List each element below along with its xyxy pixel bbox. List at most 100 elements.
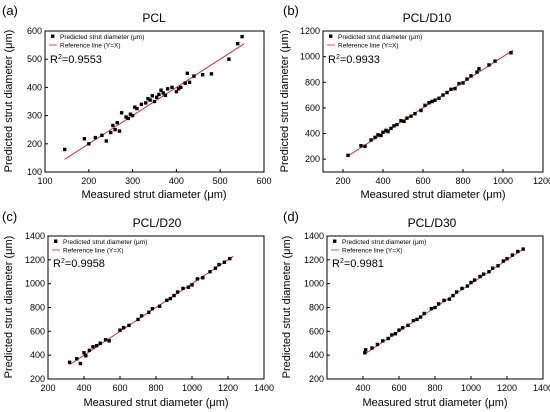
data-point (460, 286, 464, 291)
data-point (381, 339, 385, 343)
data-point (227, 57, 231, 61)
data-point (139, 314, 144, 318)
legend-b: Predicted strut diameter (μm) Reference … (327, 34, 422, 50)
panel-label-b: (b) (283, 3, 299, 18)
data-point (472, 278, 477, 282)
y-tick-label: 1000 (304, 279, 324, 289)
plot-frame-b (322, 30, 544, 173)
legend-label-reference-a: Reference line (Y=X) (60, 43, 121, 50)
x-tick-label: 800 (455, 176, 470, 186)
data-point (363, 144, 367, 149)
data-point (516, 249, 520, 254)
y-tick-label: 200 (305, 154, 320, 164)
x-tick-label: 1200 (533, 176, 550, 186)
data-point (228, 256, 232, 261)
data-point (454, 290, 459, 294)
data-point (91, 345, 95, 349)
data-point (364, 348, 368, 352)
data-point (208, 270, 212, 274)
data-point (427, 101, 431, 105)
data-point (111, 123, 115, 128)
y-tick-label: 1200 (304, 255, 324, 265)
data-point (209, 72, 214, 76)
panel-label-d: (d) (283, 209, 299, 224)
y-tick-label: 600 (27, 26, 42, 36)
data-point (442, 298, 446, 303)
x-axis-label-d: Measured strut diameter (μm) (362, 397, 507, 409)
r2-annotation-b: R2=0.9933 (328, 54, 380, 66)
data-point (419, 108, 423, 113)
ticks-layer-c: 200 400 600 800 1000 1200 1400 200 400 600 800 1000… (25, 231, 274, 393)
chart-title-c: PCL/D20 (133, 216, 182, 230)
legend-marker-d (333, 239, 337, 243)
data-point (100, 133, 104, 138)
x-tick-label: 300 (125, 176, 140, 186)
legend-label-predicted-a: Predicted strut diameter (μm) (60, 34, 144, 41)
points-layer-d (363, 247, 525, 355)
data-point (346, 153, 350, 158)
data-point (406, 323, 410, 328)
data-point (150, 306, 155, 311)
y-tick-label: 1200 (25, 255, 45, 265)
y-tick-label: 800 (30, 303, 45, 313)
data-point (119, 111, 124, 115)
data-point (381, 130, 385, 134)
y-tick-label: 200 (30, 374, 45, 384)
x-tick-label: 600 (256, 176, 271, 186)
data-point (185, 71, 190, 75)
data-point (165, 298, 169, 303)
data-point (63, 147, 67, 152)
panel-d: (d) PCL/D30 400 600 800 1000 1200 1400 200 400 6… (281, 209, 550, 409)
data-point (373, 135, 377, 140)
data-point (521, 247, 525, 251)
data-point (147, 310, 151, 314)
data-point (78, 361, 83, 366)
data-point (183, 81, 187, 85)
data-point (375, 342, 380, 347)
data-point (447, 297, 452, 301)
data-point (395, 122, 399, 127)
data-point (121, 326, 126, 330)
data-point (117, 129, 122, 133)
y-tick-label: 400 (27, 82, 42, 92)
legend-a: Predicted strut diameter (μm) Reference … (49, 34, 144, 50)
y-tick-label: 600 (30, 326, 45, 336)
data-point (135, 106, 139, 111)
ticks-layer-b: 200 400 600 800 1000 1200 200 400 600 800 1000 1200 (300, 26, 550, 186)
data-point (133, 105, 137, 109)
data-point (399, 119, 403, 123)
chart-title-a: PCL (142, 11, 166, 25)
x-tick-label: 1200 (497, 383, 517, 393)
legend-marker-a (51, 34, 55, 38)
ticks-layer-d: 400 600 800 1000 1200 1400 200 400 600 800 1000 120… (304, 231, 550, 393)
x-tick-label: 800 (427, 383, 442, 393)
legend-label-predicted-d: Predicted strut diameter (μm) (342, 239, 426, 246)
data-point (481, 272, 486, 276)
r2-annotation-c: R2=0.9958 (53, 258, 105, 270)
data-point (170, 85, 174, 90)
data-point (509, 51, 513, 55)
data-point (389, 126, 393, 131)
data-point (457, 81, 461, 86)
data-point (179, 85, 183, 90)
data-point (115, 120, 119, 125)
data-point (163, 93, 168, 97)
data-point (82, 137, 87, 141)
y-tick-label: 1200 (300, 26, 320, 36)
data-point (192, 74, 196, 78)
data-point (67, 360, 72, 365)
data-point (469, 74, 473, 78)
data-point (109, 130, 113, 135)
data-point (490, 266, 495, 270)
data-point (400, 326, 405, 330)
r2-annotation-d: R2=0.9981 (332, 258, 384, 270)
data-point (157, 92, 161, 97)
data-point (200, 73, 205, 77)
y-axis-label-a: Predicted strut diameter (μm) (3, 30, 15, 173)
panel-c: (c) PCL/D20 200 400 600 800 1000 1200 1400 200 4… (2, 209, 274, 409)
data-point (144, 101, 148, 105)
y-tick-label: 400 (309, 350, 324, 360)
data-point (505, 256, 509, 261)
data-point (124, 115, 128, 119)
